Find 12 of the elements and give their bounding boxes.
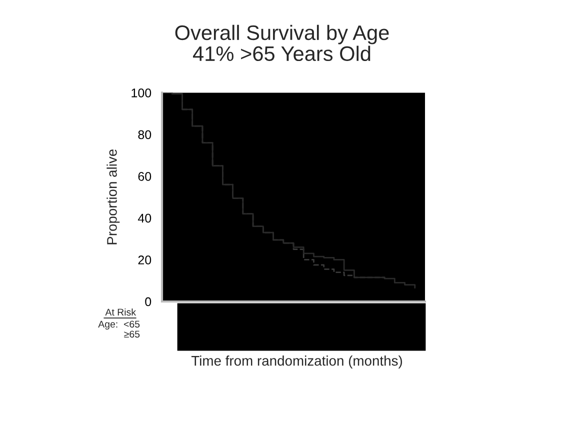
text: At Risk [105,308,136,316]
y-tick-label: 80 [138,130,152,140]
y-tick-label: 60 [138,172,152,181]
y-tick-label: 40 [138,214,152,223]
chart-title: Overall Survival by Age 41% >65 Years Old [175,24,389,62]
text: Age: <65 [98,320,140,330]
y-axis-title: Proportion alive [106,149,120,244]
x-axis-title: Time from randomization (months) [191,356,402,368]
text: ≥65 [124,330,140,338]
y-tick-label: 0 [145,297,152,306]
y-tick-label: 20 [138,256,152,264]
y-tick-label: 100 [132,88,152,98]
